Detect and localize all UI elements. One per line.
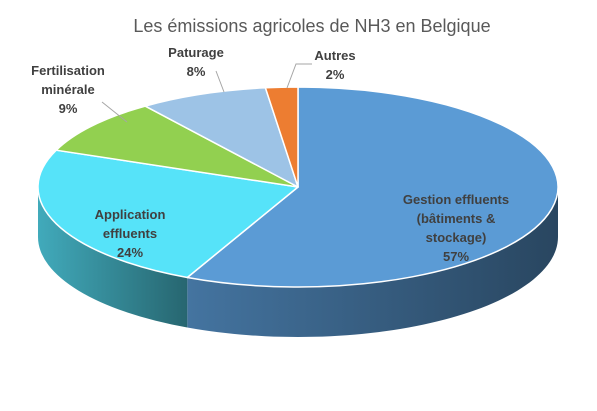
chart-title: Les émissions agricoles de NH3 en Belgiq… [133,16,490,36]
slice-label-3: Paturage 8% [168,45,224,79]
pie-slice-4 [264,86,299,188]
pie-slice-0 [186,86,559,288]
slice-label-0: Gestion effluents (bâtiments & stockage) 57… [403,192,509,264]
slice-label-2: Fertilisation minérale 9% [31,63,105,116]
slice-label-1: Application effluents 24% [95,207,166,260]
leader-lines [101,63,312,123]
slice-side-0 [187,187,559,337]
pie-top [37,86,559,288]
pie-slice-3 [144,87,299,188]
slice-label-4: Autres 2% [314,48,355,82]
leader-line-4 [286,63,312,89]
slice-labels: Gestion effluents (bâtiments & stockage) 57… [31,45,509,264]
pie-slice-1 [37,149,299,279]
leader-line-2 [101,101,128,123]
pie-slice-2 [55,105,299,188]
leader-line-3 [215,70,225,93]
